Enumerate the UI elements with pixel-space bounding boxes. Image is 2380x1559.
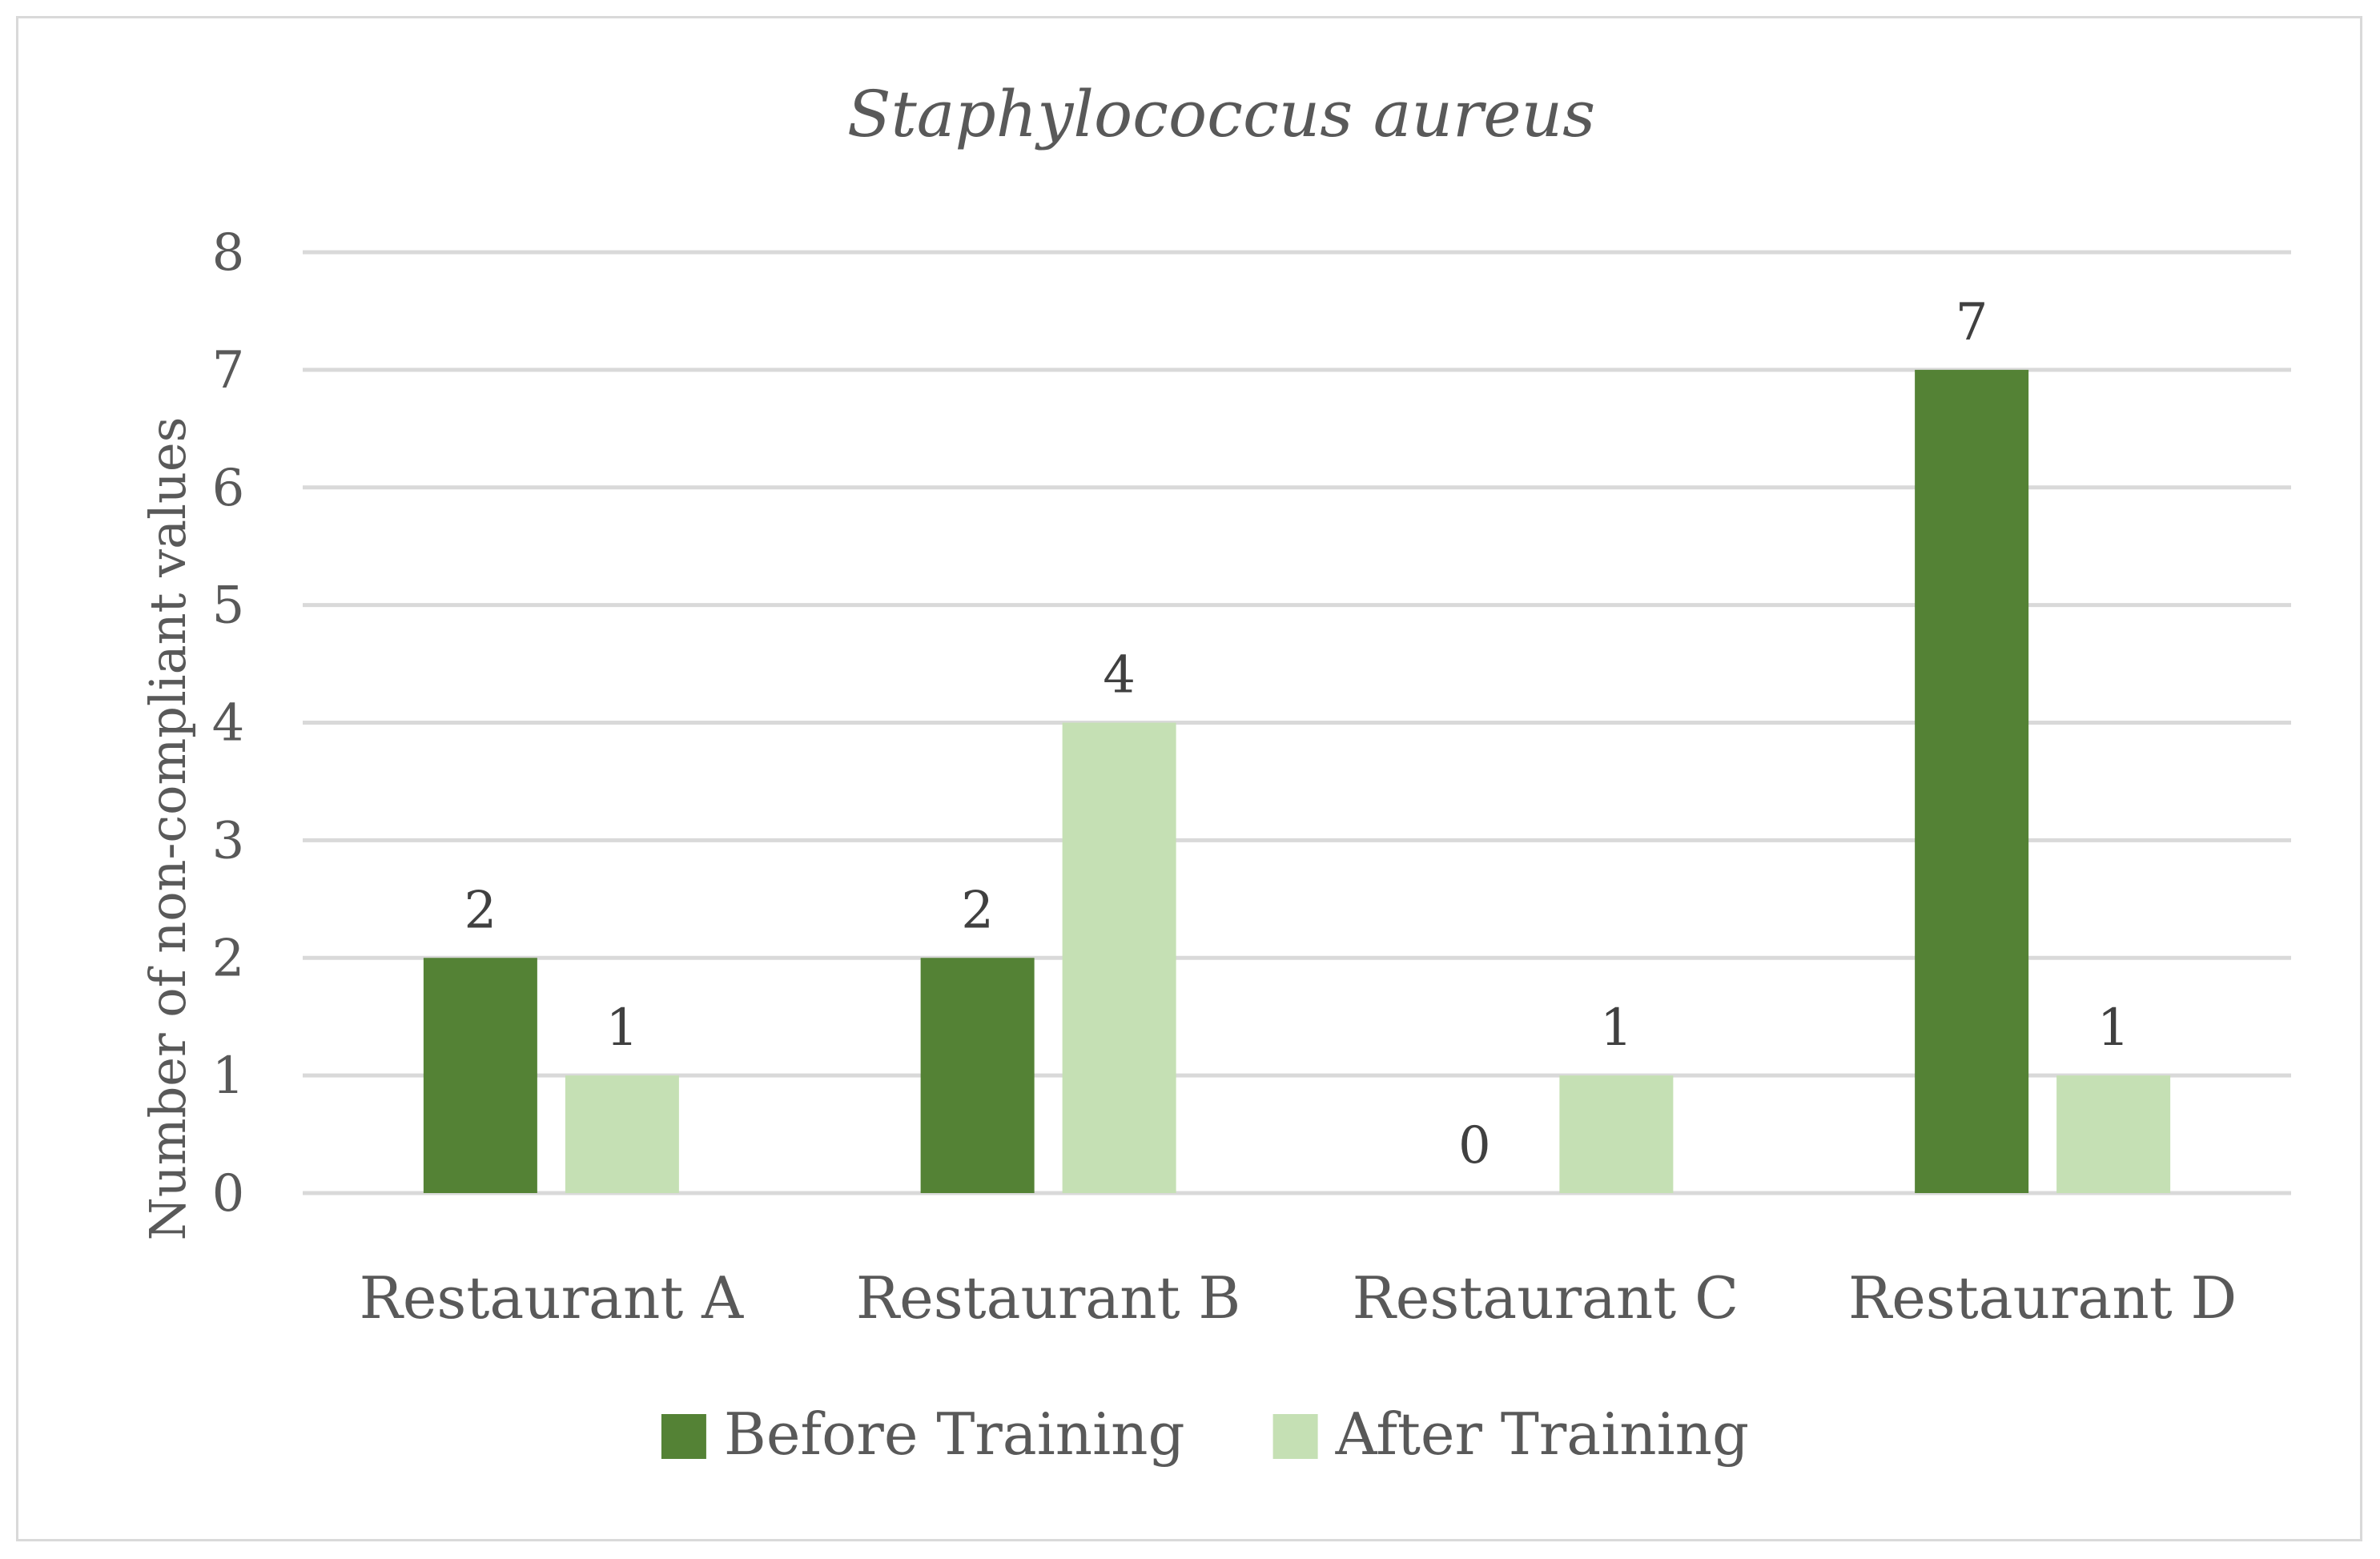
bar-1-1: [1062, 722, 1176, 1193]
data-label: 0: [1458, 1116, 1491, 1175]
data-label: 2: [961, 881, 994, 940]
category-label: Restaurant D: [1848, 1264, 2237, 1332]
y-tick-label: 7: [212, 341, 245, 400]
data-label: 4: [1103, 646, 1136, 705]
bars: [423, 369, 2171, 1193]
y-tick-label: 8: [212, 223, 245, 283]
data-label: 1: [606, 998, 639, 1058]
bar-0-1: [920, 958, 1035, 1193]
y-axis-ticks: 0 1 2 3 4 5 6 7 8: [212, 223, 245, 1223]
y-axis-label: Number of non-compliant values: [139, 417, 197, 1241]
data-label: 1: [1600, 998, 1633, 1058]
y-tick-label: 5: [212, 577, 245, 636]
category-label: Restaurant C: [1353, 1264, 1739, 1332]
data-label: 7: [1956, 293, 1988, 352]
bar-1-0: [565, 1075, 679, 1193]
category-label: Restaurant B: [856, 1264, 1240, 1332]
y-tick-label: 6: [212, 459, 245, 518]
y-tick-label: 4: [212, 694, 245, 753]
data-labels: 2 1 2 4 0 1 7 1: [464, 293, 2130, 1175]
chart-title: Staphylococcus aureus: [847, 77, 1595, 151]
data-label: 2: [464, 881, 497, 940]
bar-0-0: [423, 958, 537, 1193]
legend-swatch-0: [661, 1414, 706, 1459]
bar-1-3: [2056, 1075, 2171, 1193]
y-tick-label: 0: [212, 1164, 245, 1223]
category-label: Restaurant A: [360, 1264, 745, 1332]
y-tick-label: 3: [212, 811, 245, 870]
y-tick-label: 2: [212, 929, 245, 988]
bar-0-3: [1915, 369, 2029, 1193]
chart-frame: Staphylococcus aureus Number of non-comp…: [16, 16, 2362, 1541]
x-axis-categories: Restaurant A Restaurant B Restaurant C Rest…: [360, 1264, 2237, 1332]
legend-swatch-1: [1272, 1414, 1318, 1459]
legend-label: After Training: [1335, 1400, 1749, 1468]
data-label: 1: [2097, 998, 2130, 1058]
bar-chart: Staphylococcus aureus Number of non-comp…: [139, 77, 2291, 1468]
legend-label: Before Training: [724, 1400, 1185, 1468]
y-tick-label: 1: [212, 1047, 245, 1106]
legend: Before Training After Training: [661, 1400, 1749, 1468]
bar-1-2: [1559, 1075, 1674, 1193]
